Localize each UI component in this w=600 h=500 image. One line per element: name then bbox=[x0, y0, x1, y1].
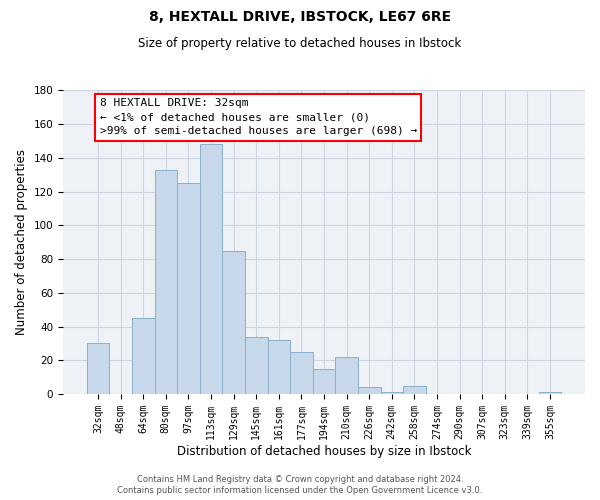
X-axis label: Distribution of detached houses by size in Ibstock: Distribution of detached houses by size … bbox=[177, 444, 471, 458]
Bar bbox=[132, 318, 155, 394]
Bar bbox=[155, 170, 177, 394]
Bar bbox=[403, 386, 425, 394]
Text: 8 HEXTALL DRIVE: 32sqm
← <1% of detached houses are smaller (0)
>99% of semi-det: 8 HEXTALL DRIVE: 32sqm ← <1% of detached… bbox=[100, 98, 417, 136]
Bar bbox=[87, 344, 109, 394]
Bar bbox=[380, 392, 403, 394]
Text: Size of property relative to detached houses in Ibstock: Size of property relative to detached ho… bbox=[139, 38, 461, 51]
Bar bbox=[177, 183, 200, 394]
Bar bbox=[290, 352, 313, 394]
Y-axis label: Number of detached properties: Number of detached properties bbox=[15, 149, 28, 335]
Text: Contains public sector information licensed under the Open Government Licence v3: Contains public sector information licen… bbox=[118, 486, 482, 495]
Bar bbox=[223, 250, 245, 394]
Bar bbox=[313, 368, 335, 394]
Text: 8, HEXTALL DRIVE, IBSTOCK, LE67 6RE: 8, HEXTALL DRIVE, IBSTOCK, LE67 6RE bbox=[149, 10, 451, 24]
Text: Contains HM Land Registry data © Crown copyright and database right 2024.: Contains HM Land Registry data © Crown c… bbox=[137, 475, 463, 484]
Bar bbox=[268, 340, 290, 394]
Bar bbox=[245, 336, 268, 394]
Bar bbox=[539, 392, 561, 394]
Bar bbox=[335, 357, 358, 394]
Bar bbox=[358, 387, 380, 394]
Bar bbox=[200, 144, 223, 394]
